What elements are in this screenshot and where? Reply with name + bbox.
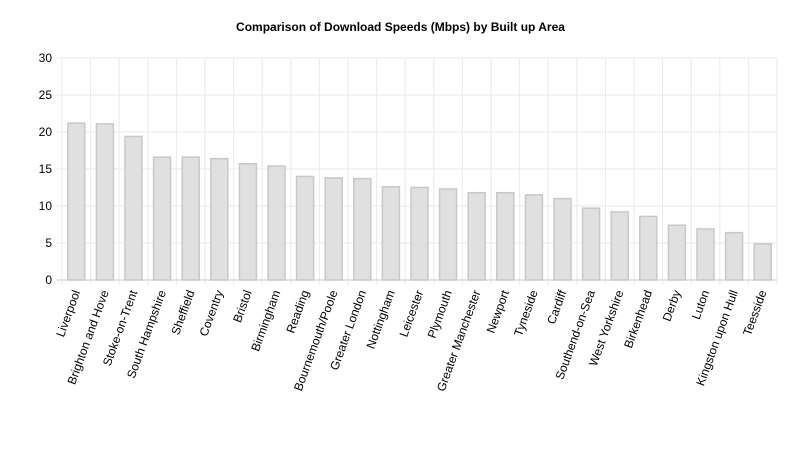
bar: [324, 177, 343, 281]
bar: [667, 224, 687, 281]
x-tick-label: Coventry: [197, 288, 227, 338]
y-tick-label: 10: [39, 199, 53, 213]
bar: [295, 175, 315, 281]
bar: [438, 188, 458, 281]
x-tick-label: Plymouth: [425, 288, 455, 340]
bar: [152, 156, 172, 281]
bar: [124, 135, 143, 281]
x-tick-label: Liverpool: [53, 288, 83, 339]
x-tick-label: Tyneside: [511, 288, 541, 338]
bar: [181, 156, 200, 281]
bar: [95, 123, 115, 281]
y-tick-label: 30: [39, 51, 53, 65]
chart-title: Comparison of Download Speeds (Mbps) by …: [236, 20, 565, 34]
bar: [724, 231, 744, 281]
bar: [753, 242, 772, 281]
bar-layer: [67, 122, 772, 281]
bar: [524, 194, 544, 281]
bar: [381, 186, 401, 281]
x-tick-label: Cardiff: [544, 288, 569, 326]
bar: [581, 207, 601, 281]
x-tick-label: Birmingham: [248, 288, 283, 353]
bar: [496, 191, 515, 281]
x-tick-label: Reading: [283, 288, 311, 335]
bar: [639, 215, 658, 281]
bar: [553, 197, 572, 281]
y-tick-label: 25: [39, 88, 53, 102]
bar: [210, 157, 229, 281]
y-tick-label: 15: [39, 162, 53, 176]
y-tick-label: 5: [45, 236, 52, 250]
x-tick-label: Luton: [689, 288, 712, 321]
x-tick-label: Newport: [484, 288, 513, 335]
x-tick-label: Leicester: [397, 288, 427, 339]
x-tick-label: Bristol: [230, 288, 255, 324]
bar: [410, 186, 429, 281]
bar: [353, 177, 372, 281]
bar: [610, 211, 629, 281]
x-tick-label: Teesside: [740, 288, 769, 338]
bar: [67, 122, 86, 281]
grid-layer: [57, 57, 778, 285]
bar: [238, 163, 258, 281]
x-tick-label: Sheffield: [168, 288, 197, 336]
x-tick-label: Derby: [660, 288, 684, 323]
y-tick-label: 20: [39, 125, 53, 139]
x-tick-label: Birkenhead: [621, 288, 655, 350]
bar: [267, 165, 286, 281]
x-tick-label: Nottingham: [364, 288, 398, 350]
y-tick-label: 0: [45, 273, 52, 287]
bar: [467, 191, 486, 281]
bar: [696, 228, 715, 281]
